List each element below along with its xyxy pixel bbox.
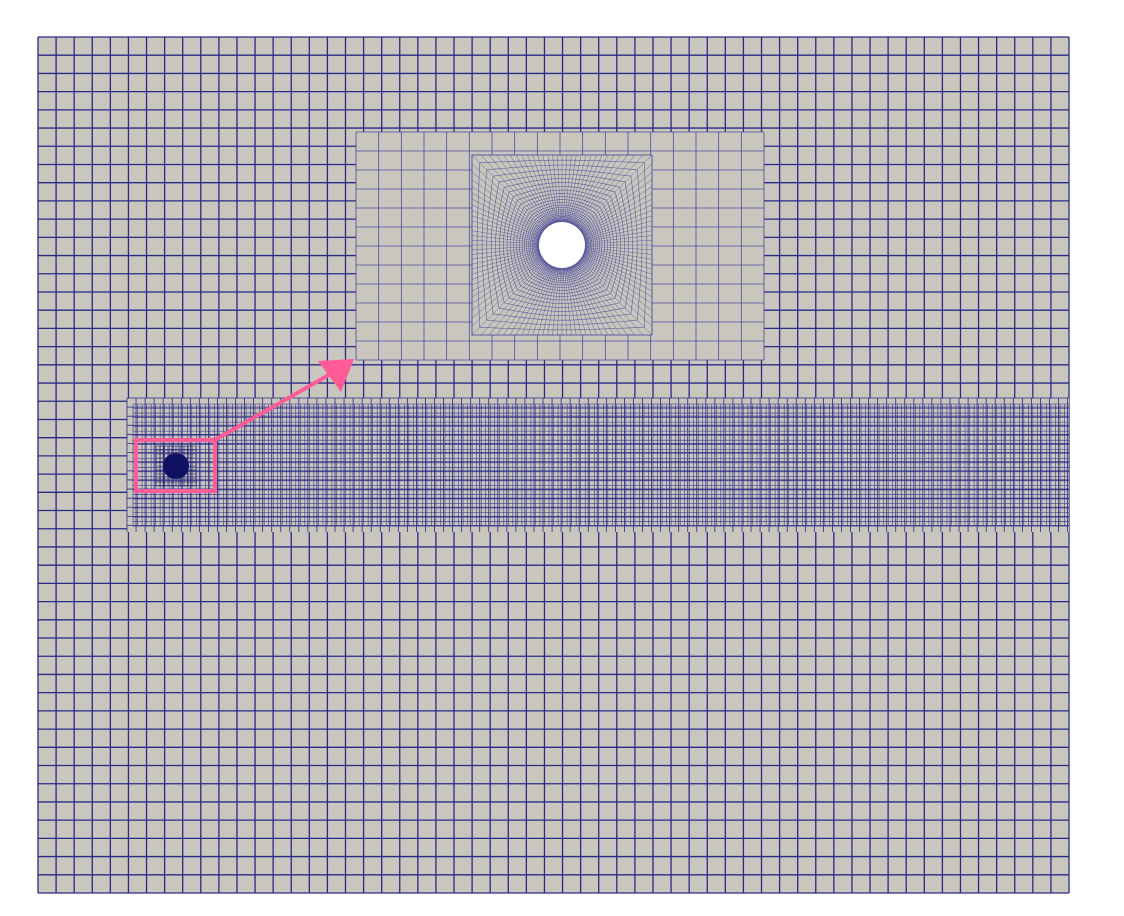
zoom-arrow-icon xyxy=(318,359,354,392)
refinement-band-fill xyxy=(127,398,1069,532)
zoom-annotation xyxy=(134,359,354,493)
cylinder-hole xyxy=(539,222,585,268)
cylinder-dense-mesh xyxy=(163,453,189,479)
refinement-band-fine-grid xyxy=(132,403,1070,527)
highlight-box xyxy=(134,438,217,493)
inset-o-grid-mesh xyxy=(355,131,765,361)
zoom-arrow-shaft xyxy=(211,370,336,443)
zoomed-inset xyxy=(355,131,765,361)
refinement-wake-band xyxy=(126,397,1070,532)
inset-radial-lines xyxy=(471,154,653,336)
cylinder-small-view xyxy=(155,445,197,487)
refinement-band-intermediate-grid xyxy=(126,397,1069,532)
